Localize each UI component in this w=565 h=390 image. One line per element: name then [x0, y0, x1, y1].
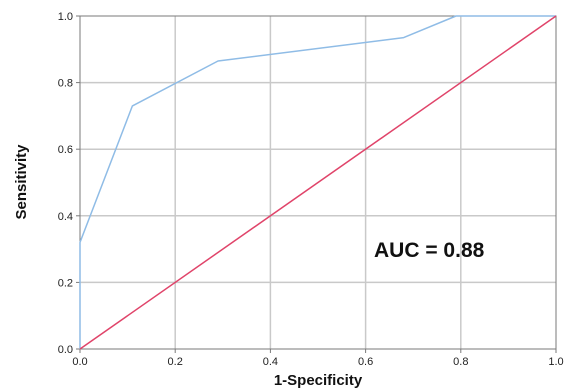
roc-curve-line — [79, 15, 556, 349]
x-tick-label: 0.8 — [453, 356, 468, 368]
x-tick-label: 0.0 — [72, 356, 87, 368]
plot-frame — [79, 15, 557, 350]
y-tick-label: 0.2 — [58, 277, 73, 289]
y-tick-label: 0.0 — [58, 344, 73, 356]
x-tick-label: 0.2 — [168, 356, 183, 368]
y-tick-label: 0.6 — [58, 144, 73, 156]
y-axis-ticks: 0.0 0.2 0.4 0.6 0.8 1.0 — [58, 11, 80, 356]
x-axis-ticks: 0.0 0.2 0.4 0.6 0.8 1.0 — [72, 349, 564, 368]
y-tick-label: 0.4 — [58, 211, 73, 223]
y-axis-title: Sensitivity — [13, 144, 30, 220]
reference-diagonal-line — [79, 15, 557, 350]
grid-lines — [80, 16, 556, 349]
x-tick-label: 0.4 — [263, 356, 278, 368]
x-axis-title: 1-Specificity — [274, 372, 363, 389]
y-tick-label: 0.8 — [58, 78, 73, 90]
y-tick-label: 1.0 — [58, 11, 73, 23]
x-tick-label: 0.6 — [358, 356, 373, 368]
series-lines — [79, 15, 557, 350]
x-tick-label: 1.0 — [548, 356, 563, 368]
auc-annotation: AUC = 0.88 — [374, 239, 485, 262]
